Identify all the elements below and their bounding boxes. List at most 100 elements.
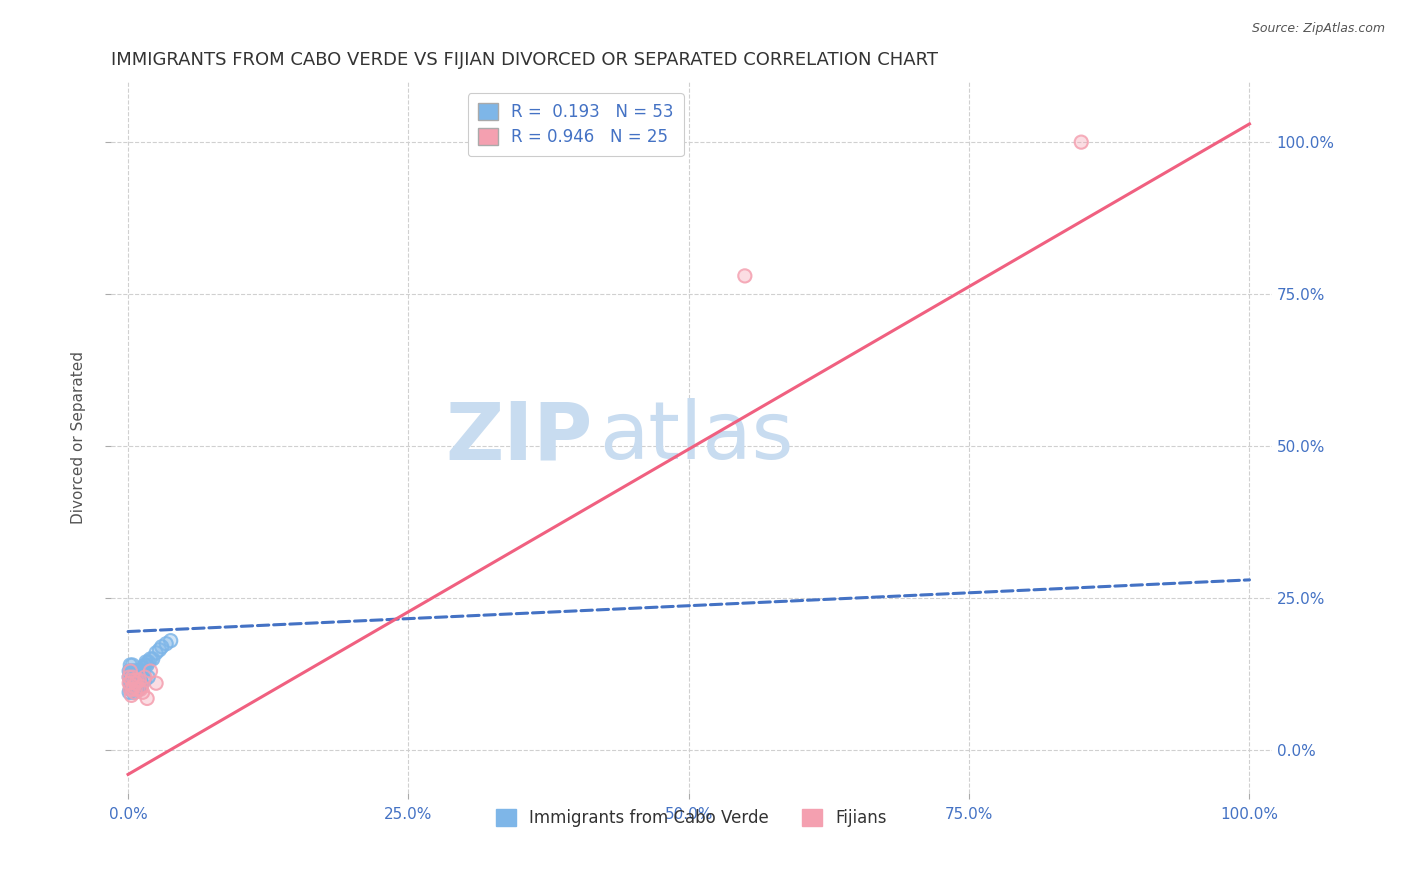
Point xyxy=(139,652,162,666)
Point xyxy=(131,676,153,690)
Point xyxy=(1070,135,1092,149)
Point xyxy=(120,670,142,684)
Point xyxy=(127,682,149,697)
Point xyxy=(125,679,148,693)
Point xyxy=(136,670,159,684)
Point xyxy=(136,691,159,706)
Point xyxy=(131,661,153,675)
Point xyxy=(121,657,143,672)
Text: Source: ZipAtlas.com: Source: ZipAtlas.com xyxy=(1251,22,1385,36)
Point xyxy=(128,679,150,693)
Point xyxy=(124,679,146,693)
Point xyxy=(128,664,150,678)
Point xyxy=(121,657,143,672)
Point xyxy=(120,664,142,678)
Point xyxy=(125,673,148,688)
Point xyxy=(122,679,145,693)
Point xyxy=(125,682,148,697)
Point xyxy=(124,679,146,693)
Point xyxy=(135,655,157,669)
Point xyxy=(128,670,150,684)
Point xyxy=(118,676,141,690)
Point xyxy=(122,673,145,688)
Point xyxy=(125,673,148,688)
Point xyxy=(131,685,153,699)
Point xyxy=(129,673,152,688)
Point xyxy=(136,655,159,669)
Point xyxy=(124,676,146,690)
Point xyxy=(124,685,146,699)
Point xyxy=(129,667,152,681)
Point xyxy=(120,682,142,697)
Point xyxy=(127,670,149,684)
Point xyxy=(125,673,148,688)
Point xyxy=(139,652,162,666)
Point xyxy=(120,664,142,678)
Point xyxy=(118,670,141,684)
Point xyxy=(127,667,149,681)
Point xyxy=(150,640,173,654)
Point xyxy=(121,667,143,681)
Text: ZIP: ZIP xyxy=(446,398,593,476)
Point xyxy=(120,657,142,672)
Point xyxy=(125,664,148,678)
Point xyxy=(127,682,149,697)
Point xyxy=(121,682,143,697)
Point xyxy=(145,676,167,690)
Point xyxy=(125,670,148,684)
Point xyxy=(135,655,157,669)
Point xyxy=(120,689,142,703)
Point xyxy=(128,670,150,684)
Point xyxy=(134,657,156,672)
Point xyxy=(124,664,146,678)
Point xyxy=(145,646,167,660)
Point xyxy=(122,685,145,699)
Point xyxy=(118,685,141,699)
Point xyxy=(121,670,143,684)
Point xyxy=(134,657,156,672)
Point xyxy=(131,664,153,678)
Point xyxy=(134,673,156,688)
Point xyxy=(131,661,153,675)
Point xyxy=(120,689,142,703)
Point xyxy=(142,652,165,666)
Point xyxy=(125,673,148,688)
Point xyxy=(139,664,162,678)
Point xyxy=(118,676,141,690)
Point xyxy=(122,673,145,688)
Point xyxy=(150,640,173,654)
Point xyxy=(122,664,145,678)
Point xyxy=(145,676,167,690)
Point xyxy=(121,679,143,693)
Point xyxy=(125,664,148,678)
Point xyxy=(120,682,142,697)
Point xyxy=(136,657,159,672)
Y-axis label: Divorced or Separated: Divorced or Separated xyxy=(72,351,86,524)
Point xyxy=(127,670,149,684)
Point xyxy=(129,667,152,681)
Point xyxy=(124,673,146,688)
Point xyxy=(122,670,145,684)
Point xyxy=(159,633,181,648)
Point xyxy=(136,670,159,684)
Point xyxy=(124,664,146,678)
Point xyxy=(139,664,162,678)
Point xyxy=(121,676,143,690)
Point xyxy=(125,667,148,681)
Point xyxy=(120,682,142,697)
Point xyxy=(134,673,156,688)
Point xyxy=(128,679,150,693)
Point xyxy=(136,655,159,669)
Point xyxy=(155,637,177,651)
Point xyxy=(125,682,148,697)
Point xyxy=(121,670,143,684)
Point xyxy=(134,670,156,684)
Point xyxy=(136,657,159,672)
Point xyxy=(120,664,142,678)
Point xyxy=(118,664,141,678)
Point xyxy=(134,670,156,684)
Point xyxy=(124,673,146,688)
Point xyxy=(148,642,170,657)
Text: atlas: atlas xyxy=(599,398,793,476)
Point xyxy=(131,685,153,699)
